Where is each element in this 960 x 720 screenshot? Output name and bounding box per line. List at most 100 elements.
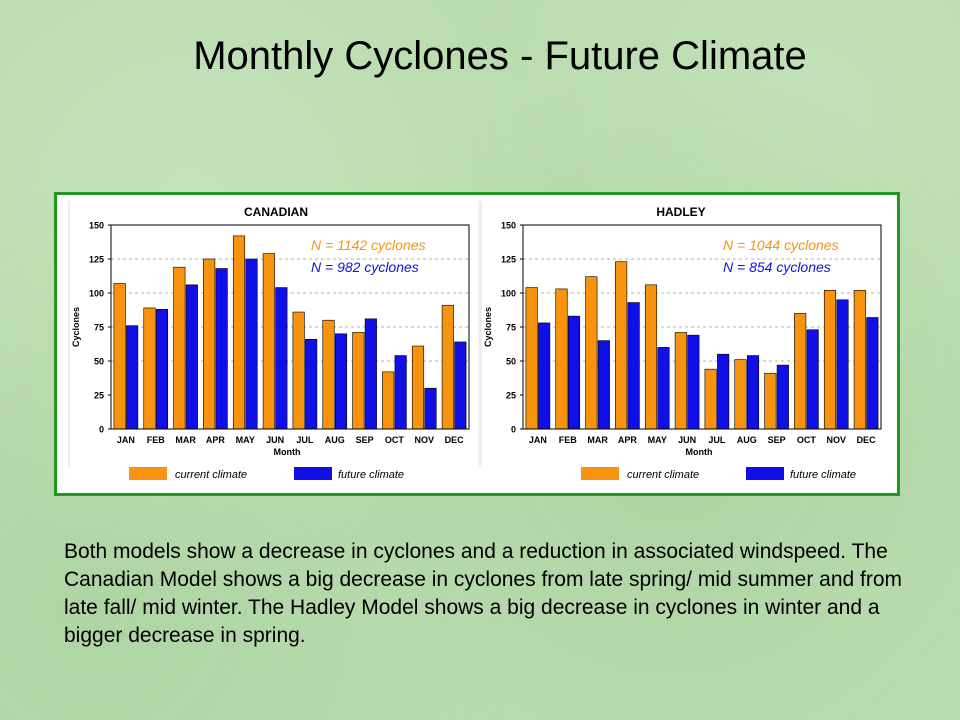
future-climate-bar — [627, 302, 640, 430]
y-tick-label: 50 — [94, 357, 104, 367]
x-tick-label: DEC — [445, 435, 465, 445]
y-tick-label: 125 — [501, 255, 516, 265]
y-axis-label: Cyclones — [71, 307, 81, 347]
x-tick-label: AUG — [325, 435, 345, 445]
y-tick-label: 25 — [94, 391, 104, 401]
future-climate-bar — [215, 268, 228, 430]
y-tick-label: 75 — [506, 323, 516, 333]
future-climate-bar — [538, 322, 551, 430]
x-tick-label: FEB — [147, 435, 166, 445]
future-climate-bar — [597, 340, 610, 430]
current-climate-bar — [764, 372, 777, 430]
future-climate-bar — [776, 364, 789, 430]
x-tick-label: APR — [206, 435, 226, 445]
current-climate-bar — [262, 253, 275, 430]
future-climate-bar — [424, 387, 437, 430]
chart-panel: CANADIAN 0 25 50 75 100 125 150 Cyclones JAN FEB MA… — [54, 192, 900, 496]
x-tick-label: NOV — [414, 435, 434, 445]
legend-label-future: future climate — [338, 469, 404, 481]
current-climate-bar — [322, 319, 335, 430]
y-tick-label: 100 — [501, 289, 516, 299]
current-climate-bar — [113, 283, 126, 430]
current-climate-bar — [674, 332, 687, 430]
legend-swatch-future — [294, 467, 332, 480]
current-climate-bar — [232, 235, 246, 430]
current-climate-bar — [734, 359, 747, 430]
legend-label-future: future climate — [790, 469, 856, 481]
current-climate-bar — [352, 332, 365, 430]
current-climate-bar — [615, 261, 628, 430]
legend-label-current: current climate — [627, 469, 699, 481]
current-climate-bar — [411, 345, 425, 430]
chart-title: CANADIAN — [244, 205, 308, 219]
future-climate-bar — [394, 355, 407, 430]
y-tick-label: 0 — [511, 425, 516, 435]
x-tick-label: JAN — [117, 435, 135, 445]
future-climate-bar — [126, 325, 139, 430]
y-tick-label: 125 — [89, 255, 104, 265]
current-climate-bar — [555, 288, 568, 430]
current-climate-bar — [853, 289, 866, 430]
x-tick-label: MAY — [648, 435, 667, 445]
future-climate-bar — [746, 355, 760, 430]
future-climate-bar — [275, 287, 288, 430]
x-tick-label: MAR — [587, 435, 608, 445]
future-climate-bar — [245, 258, 258, 430]
bar-charts: CANADIAN 0 25 50 75 100 125 150 Cyclones JAN FEB MA… — [68, 201, 882, 481]
future-climate-bar — [334, 333, 348, 430]
x-tick-label: SEP — [768, 435, 786, 445]
current-climate-bar — [585, 276, 598, 430]
y-axis-label: Cyclones — [483, 307, 493, 347]
y-tick-label: 75 — [94, 323, 104, 333]
future-climate-bar — [866, 317, 879, 430]
y-tick-label: 150 — [501, 221, 516, 231]
x-tick-label: OCT — [385, 435, 405, 445]
future-climate-bar — [657, 347, 670, 430]
x-tick-label: DEC — [857, 435, 877, 445]
current-climate-bar — [704, 368, 717, 430]
y-tick-label: 50 — [506, 357, 516, 367]
x-tick-label: AUG — [737, 435, 757, 445]
future-climate-bar — [305, 338, 318, 430]
current-climate-bar — [794, 313, 807, 430]
x-tick-label: SEP — [356, 435, 374, 445]
legend-swatch-current — [581, 467, 619, 480]
future-climate-bar — [567, 315, 581, 430]
slide-title: Monthly Cyclones - Future Climate — [193, 34, 807, 78]
legend-swatch-future — [746, 467, 784, 480]
future-climate-bar — [687, 334, 700, 430]
future-climate-bar — [364, 318, 377, 430]
x-tick-label: NOV — [826, 435, 846, 445]
y-tick-label: 25 — [506, 391, 516, 401]
x-tick-label: MAY — [236, 435, 255, 445]
x-tick-label: MAR — [175, 435, 196, 445]
legend-label-current: current climate — [175, 469, 247, 481]
x-tick-label: JAN — [529, 435, 547, 445]
y-tick-label: 150 — [89, 221, 104, 231]
current-climate-bar — [292, 311, 305, 430]
x-axis-label: Month — [686, 447, 713, 457]
chart-title: HADLEY — [656, 205, 705, 219]
future-climate-bar — [454, 341, 467, 430]
current-climate-bar — [644, 284, 658, 430]
x-tick-label: JUN — [678, 435, 696, 445]
x-tick-label: JUL — [708, 435, 726, 445]
future-climate-bar — [806, 329, 819, 430]
y-tick-label: 100 — [89, 289, 104, 299]
plot-border — [522, 224, 882, 430]
y-tick-label: 0 — [99, 425, 104, 435]
x-tick-label: APR — [618, 435, 638, 445]
current-climate-bar — [823, 289, 837, 430]
current-climate-bar — [203, 258, 216, 430]
current-climate-bar — [173, 266, 186, 430]
annotation-future: N = 854 cyclones — [723, 259, 831, 275]
current-climate-bar — [382, 371, 395, 430]
x-tick-label: OCT — [797, 435, 817, 445]
x-tick-label: FEB — [559, 435, 578, 445]
current-climate-bar — [525, 287, 538, 430]
plot-border — [110, 224, 470, 430]
future-climate-bar — [717, 353, 730, 430]
annotation-current: N = 1142 cyclones — [311, 237, 426, 253]
slide-caption: Both models show a decrease in cyclones … — [64, 540, 903, 647]
future-climate-bar — [155, 309, 169, 430]
